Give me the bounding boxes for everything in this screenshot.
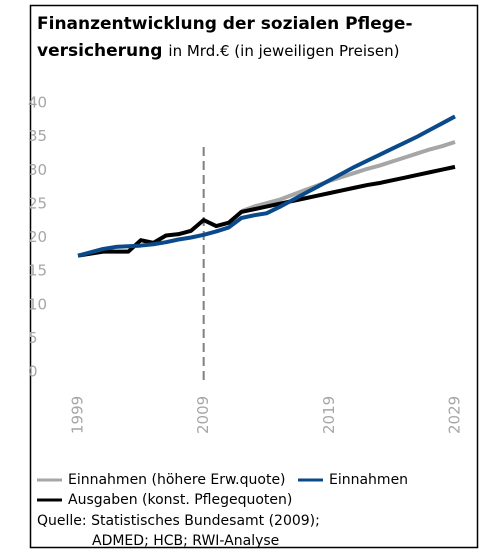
x-tick-label: 2029: [446, 396, 464, 434]
subtitle: in Mrd.€ (in jeweiligen Preisen): [168, 42, 399, 60]
legend-label: Einnahmen (höhere Erw.quote): [68, 472, 286, 488]
y-tick-label: 35: [28, 127, 47, 145]
series-line: [240, 140, 456, 214]
series-line: [77, 114, 456, 258]
chart-title: Finanzentwicklung der sozialen Pflege-: [37, 14, 413, 34]
source: Quelle: Statistisches Bundesamt (2009);: [37, 513, 320, 529]
y-tick-label: 25: [28, 194, 47, 212]
chart-title-line2: versicherung in Mrd.€ (in jeweiligen Prei…: [37, 41, 399, 61]
legend-label: Ausgaben (konst. Pflegequoten): [68, 492, 292, 508]
y-tick-label: 5: [28, 329, 38, 347]
x-tick-label: 1999: [69, 396, 87, 434]
x-tick-label: 2009: [194, 396, 212, 434]
y-tick-label: 40: [28, 94, 47, 112]
legend-label: Einnahmen: [329, 472, 408, 488]
series-line: [77, 164, 456, 258]
x-tick-label: 2019: [320, 396, 338, 434]
y-tick-label: 30: [28, 161, 47, 179]
y-tick-label: 20: [28, 228, 47, 246]
frame: [29, 4, 479, 549]
y-tick-label: 15: [28, 262, 47, 280]
y-tick-label: 0: [28, 363, 38, 381]
y-tick-label: 10: [28, 295, 47, 313]
title-bold: versicherung: [37, 41, 162, 61]
source: ADMED; HCB; RWI-Analyse: [92, 533, 279, 549]
